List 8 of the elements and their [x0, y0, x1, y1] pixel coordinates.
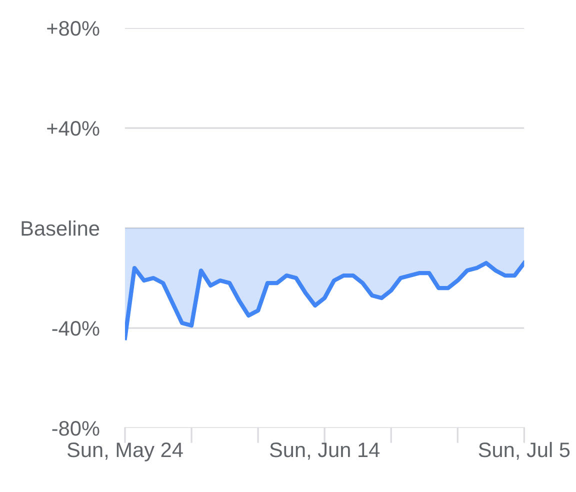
x-tick-label: Sun, May 24	[67, 442, 183, 462]
y-tick-label: Baseline	[22, 220, 100, 236]
x-tick-label: Sun, Jul 5	[478, 442, 570, 460]
y-tick-label: +80%	[47, 21, 100, 36]
y-tick-label: -80%	[52, 421, 100, 436]
x-tick-label: Sun, Jun 14	[270, 442, 380, 460]
y-tick-label: +40%	[47, 121, 100, 136]
y-tick-label: -40%	[52, 321, 100, 336]
